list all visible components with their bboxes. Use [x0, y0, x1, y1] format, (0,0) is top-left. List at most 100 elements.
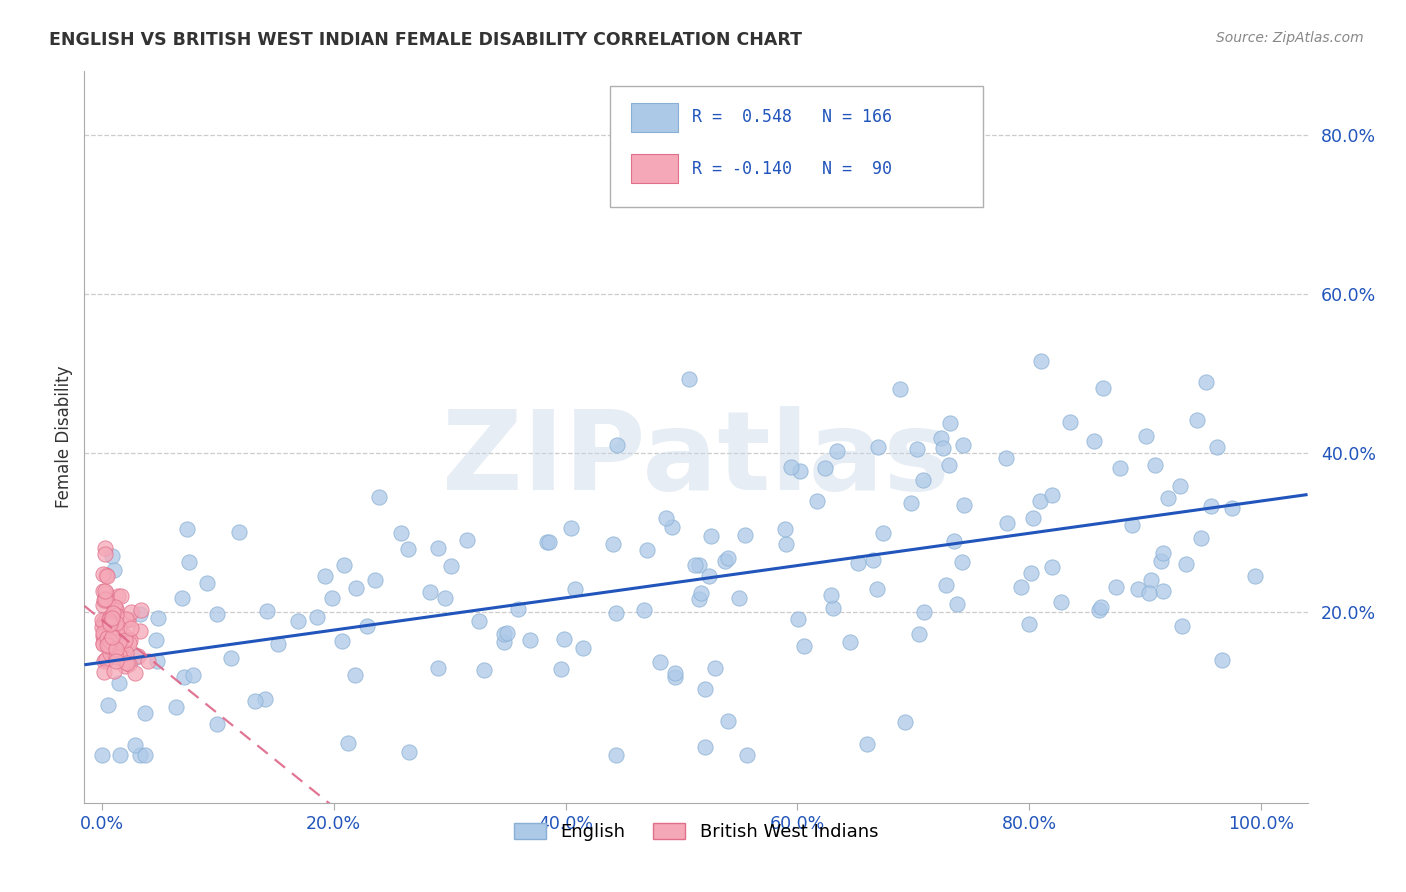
Point [900, 496, 922, 510]
Point [98, 634, 121, 648]
Point [103, 599, 125, 614]
Point [456, 533, 478, 547]
Point [908, 627, 931, 641]
Point [103, 606, 125, 620]
Point [1168, 479, 1191, 493]
Point [787, 611, 810, 625]
Point [118, 633, 141, 648]
Point [1156, 491, 1178, 505]
Point [793, 639, 815, 653]
Point [952, 438, 974, 452]
Point [1211, 652, 1233, 666]
Point [821, 600, 844, 615]
Point [717, 714, 740, 728]
Point [128, 748, 150, 763]
Point [103, 632, 125, 647]
Point [115, 657, 138, 671]
Point [105, 654, 128, 668]
Point [468, 614, 491, 628]
Point [98, 613, 121, 627]
Point [307, 610, 329, 624]
Point [508, 601, 530, 615]
Bar [631, 154, 678, 183]
Point [1137, 586, 1160, 600]
Point [118, 657, 141, 672]
Point [110, 590, 132, 604]
Point [120, 621, 142, 635]
Point [494, 635, 516, 649]
Text: Source: ZipAtlas.com: Source: ZipAtlas.com [1216, 31, 1364, 45]
Point [108, 621, 131, 635]
Point [538, 535, 561, 549]
Point [688, 558, 710, 573]
Point [136, 654, 159, 668]
Point [433, 591, 456, 606]
Point [91, 584, 114, 599]
Point [128, 607, 150, 622]
Point [697, 569, 720, 583]
Point [1189, 531, 1212, 545]
Point [205, 607, 228, 621]
Point [1022, 510, 1045, 524]
Point [108, 649, 131, 664]
Point [118, 636, 141, 650]
Point [94, 653, 117, 667]
Point [97, 639, 120, 653]
Point [1174, 557, 1197, 571]
Point [606, 438, 628, 452]
Point [1090, 600, 1112, 615]
Point [134, 748, 156, 763]
Point [117, 613, 139, 627]
Point [134, 706, 156, 720]
Point [104, 642, 127, 657]
Point [703, 661, 725, 675]
Point [426, 661, 449, 675]
Point [426, 541, 449, 555]
Point [112, 637, 135, 651]
Point [98, 646, 121, 660]
Point [942, 534, 965, 549]
Point [97, 638, 120, 652]
Point [605, 606, 627, 620]
Point [1195, 375, 1218, 389]
Point [256, 604, 278, 618]
Point [1144, 458, 1167, 473]
Point [96, 638, 118, 652]
Point [905, 442, 928, 456]
Point [93, 592, 115, 607]
Point [1201, 499, 1223, 513]
Point [104, 615, 127, 630]
Point [1040, 488, 1063, 502]
Point [101, 630, 124, 644]
Point [633, 603, 655, 617]
Point [946, 597, 969, 611]
Point [98, 615, 121, 630]
Point [389, 526, 412, 541]
Point [938, 458, 960, 473]
Point [124, 666, 146, 681]
Point [267, 637, 290, 651]
Point [100, 638, 122, 652]
Point [717, 551, 740, 566]
Point [120, 605, 142, 619]
Point [91, 636, 114, 650]
Point [103, 631, 125, 645]
Point [91, 748, 114, 763]
Text: R = -0.140   N =  90: R = -0.140 N = 90 [692, 160, 893, 178]
Point [98, 617, 121, 632]
Point [127, 649, 149, 664]
Point [195, 575, 218, 590]
Point [1152, 546, 1174, 560]
Point [91, 626, 114, 640]
Point [1059, 415, 1081, 429]
Point [654, 511, 676, 525]
Point [564, 582, 586, 596]
Point [98, 609, 121, 624]
Point [91, 619, 114, 633]
Point [1031, 354, 1053, 368]
Point [94, 547, 117, 561]
Point [93, 630, 115, 644]
Point [96, 632, 118, 646]
Point [101, 611, 124, 625]
Point [336, 736, 359, 750]
